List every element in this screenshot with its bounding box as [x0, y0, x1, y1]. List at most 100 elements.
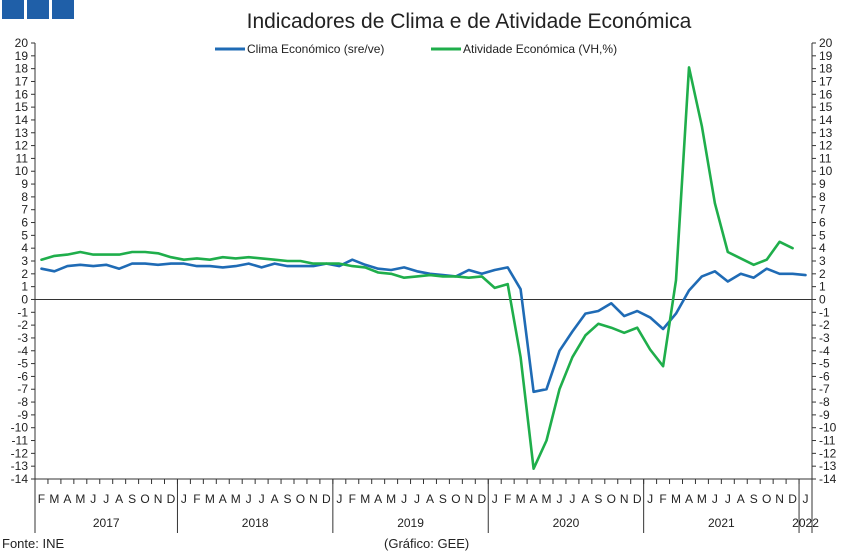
month-label: J — [401, 492, 407, 506]
y-tick-label-right: 7 — [819, 203, 826, 217]
month-label: J — [181, 492, 187, 506]
y-tick-label-left: -5 — [17, 357, 28, 371]
month-label: F — [659, 492, 666, 506]
y-axis-right: -14-13-12-11-10-9-8-7-6-5-4-3-2-10123456… — [812, 36, 837, 486]
month-label: S — [284, 492, 292, 506]
y-tick-label-left: 3 — [21, 254, 28, 268]
year-label: 2017 — [93, 516, 120, 530]
month-label: F — [504, 492, 511, 506]
y-tick-label-left: -11 — [12, 434, 29, 448]
logo-square-1 — [2, 0, 24, 19]
month-label: J — [414, 492, 420, 506]
year-label: 2019 — [397, 516, 424, 530]
y-tick-label-right: -6 — [819, 369, 830, 383]
axes — [34, 43, 813, 533]
month-label: O — [451, 492, 460, 506]
month-label: J — [569, 492, 575, 506]
month-label: A — [219, 492, 227, 506]
y-tick-label-right: 20 — [819, 36, 833, 50]
month-label: O — [607, 492, 616, 506]
month-label: M — [516, 492, 526, 506]
y-tick-label-left: 15 — [15, 100, 29, 114]
month-label: M — [697, 492, 707, 506]
month-label: F — [349, 492, 356, 506]
y-tick-label-left: 8 — [21, 190, 28, 204]
y-tick-label-right: 3 — [819, 254, 826, 268]
month-label: D — [633, 492, 642, 506]
month-label: N — [464, 492, 473, 506]
y-tick-label-left: 4 — [21, 241, 28, 255]
y-tick-label-left: 6 — [21, 216, 28, 230]
month-label: O — [762, 492, 771, 506]
y-tick-label-left: 11 — [16, 151, 29, 165]
y-tick-label-left: 20 — [15, 36, 29, 50]
month-label: M — [360, 492, 370, 506]
month-label: D — [167, 492, 176, 506]
y-tick-label-left: -13 — [11, 459, 29, 473]
month-label: F — [193, 492, 200, 506]
y-tick-label-right: 0 — [819, 292, 826, 306]
y-tick-label-right: 18 — [819, 62, 833, 76]
y-tick-label-right: -4 — [819, 344, 830, 358]
month-label: J — [336, 492, 342, 506]
y-tick-label-left: 2 — [21, 267, 28, 281]
y-tick-label-right: -14 — [819, 472, 837, 486]
y-tick-label-right: -10 — [819, 421, 837, 435]
series-line-clima — [40, 258, 807, 394]
y-tick-label-right: -11 — [819, 434, 836, 448]
month-label: S — [594, 492, 602, 506]
y-tick-label-left: -3 — [17, 331, 28, 345]
y-tick-label-right: 2 — [819, 267, 826, 281]
y-tick-label-left: -7 — [17, 382, 28, 396]
y-tick-label-left: -2 — [17, 318, 28, 332]
year-label: 2020 — [553, 516, 580, 530]
y-tick-label-left: -6 — [17, 369, 28, 383]
y-tick-label-right: 8 — [819, 190, 826, 204]
month-label: S — [439, 492, 447, 506]
y-tick-label-right: -9 — [819, 408, 830, 422]
y-tick-label-right: -5 — [819, 357, 830, 371]
month-label: J — [647, 492, 653, 506]
month-label: J — [103, 492, 109, 506]
y-tick-label-right: 5 — [819, 228, 826, 242]
y-tick-label-right: 10 — [819, 164, 833, 178]
month-label: N — [309, 492, 318, 506]
y-axis-left: -14-13-12-11-10-9-8-7-6-5-4-3-2-10123456… — [11, 36, 35, 486]
y-tick-label-right: -2 — [819, 318, 830, 332]
month-label: J — [492, 492, 498, 506]
month-label: J — [803, 492, 809, 506]
y-tick-label-left: 10 — [15, 164, 29, 178]
month-label: J — [556, 492, 562, 506]
y-tick-label-right: -8 — [819, 395, 830, 409]
legend-label-atividade: Atividade Económica (VH,%) — [463, 42, 617, 56]
logo-square-3 — [52, 0, 74, 19]
y-tick-label-left: 0 — [21, 292, 28, 306]
month-label: M — [205, 492, 215, 506]
y-tick-label-right: 17 — [819, 74, 833, 88]
y-tick-label-left: 9 — [21, 177, 28, 191]
y-tick-label-right: -7 — [819, 382, 830, 396]
month-label: M — [542, 492, 552, 506]
y-tick-label-left: 5 — [21, 228, 28, 242]
y-tick-label-right: -1 — [819, 305, 830, 319]
month-label: N — [775, 492, 784, 506]
month-label: J — [259, 492, 265, 506]
y-tick-label-left: 7 — [21, 203, 28, 217]
month-label: O — [140, 492, 149, 506]
month-label: M — [49, 492, 59, 506]
y-tick-label-right: 15 — [819, 100, 833, 114]
y-tick-label-left: 1 — [21, 280, 28, 294]
month-label: S — [128, 492, 136, 506]
y-tick-label-right: 11 — [819, 151, 832, 165]
y-tick-label-right: 19 — [819, 49, 833, 63]
credit-note: (Gráfico: GEE) — [384, 536, 470, 551]
month-label: N — [154, 492, 163, 506]
month-label: A — [115, 492, 123, 506]
month-label: F — [38, 492, 45, 506]
y-tick-label-right: -12 — [819, 446, 837, 460]
month-label: N — [620, 492, 629, 506]
month-label: J — [725, 492, 731, 506]
month-label: J — [90, 492, 96, 506]
month-label: M — [386, 492, 396, 506]
